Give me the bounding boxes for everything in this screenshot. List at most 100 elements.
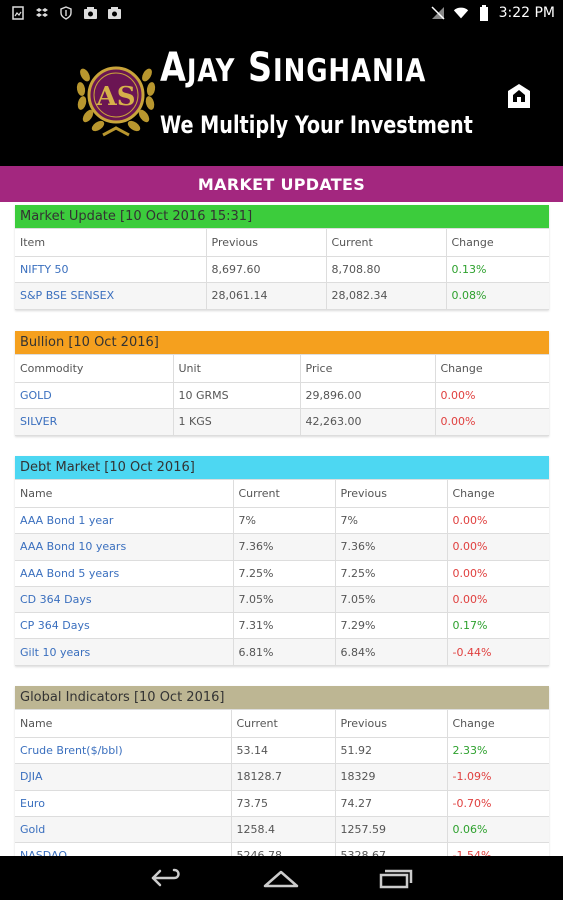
status-bar: 3:22 PM — [0, 0, 563, 25]
previous-value: 7.36% — [335, 533, 448, 561]
commodity-link[interactable]: GOLD — [15, 381, 174, 409]
commodity-link[interactable]: SILVER — [15, 408, 174, 436]
home-nav-button[interactable] — [261, 863, 301, 893]
table-row: NASDAQ 5246.78 5328.67 -1.54% — [15, 842, 549, 856]
table-row: Crude Brent($/bbl) 53.14 51.92 2.33% — [15, 736, 549, 764]
debt-market-section: Debt Market [10 Oct 2016] Name Current P… — [15, 456, 549, 666]
home-icon — [508, 84, 530, 108]
name-link[interactable]: CP 364 Days — [15, 612, 234, 639]
price-value: 42,263.00 — [300, 408, 436, 436]
battery-icon — [476, 4, 492, 21]
change-value: 0.00% — [435, 408, 549, 436]
previous-value: 28,061.14 — [206, 282, 327, 310]
name-link[interactable]: Gold — [15, 815, 232, 843]
recents-icon — [379, 869, 413, 889]
name-link[interactable]: AAA Bond 1 year — [15, 506, 234, 534]
current-value: 6.81% — [233, 638, 336, 666]
logo-monogram: AS — [96, 82, 136, 112]
notification-icons — [0, 5, 122, 21]
name-link[interactable]: AAA Bond 10 years — [15, 533, 234, 561]
change-value: 0.08% — [446, 282, 549, 310]
table-row: Euro 73.75 74.27 -0.70% — [15, 789, 549, 817]
column-header: Change — [435, 354, 549, 383]
column-header: Change — [446, 228, 549, 257]
dropbox-icon — [34, 5, 50, 21]
signal-off-icon — [430, 5, 446, 21]
change-value: -0.44% — [447, 638, 549, 666]
column-header: Commodity — [15, 354, 174, 383]
change-value: 0.00% — [447, 533, 549, 561]
market-content[interactable]: Market Update [10 Oct 2016 15:31] Item P… — [0, 202, 563, 856]
global-indicators-table: Name Current Previous Change Crude Brent… — [15, 709, 549, 856]
column-header: Current — [233, 479, 336, 508]
table-row: S&P BSE SENSEX 28,061.14 28,082.34 0.08% — [15, 282, 549, 310]
section-header: Global Indicators [10 Oct 2016] — [15, 686, 549, 709]
current-value: 28,082.34 — [326, 282, 447, 310]
change-value: -0.70% — [447, 789, 549, 817]
item-link[interactable]: NIFTY 50 — [15, 255, 207, 283]
name-link[interactable]: NASDAQ — [15, 842, 232, 856]
debt-market-table: Name Current Previous Change AAA Bond 1 … — [15, 479, 549, 666]
system-nav-bar — [0, 856, 563, 900]
previous-value: 7.05% — [335, 585, 448, 613]
photo-icon — [106, 5, 122, 21]
table-row: Gilt 10 years 6.81% 6.84% -0.44% — [15, 638, 549, 666]
section-header: Bullion [10 Oct 2016] — [15, 331, 549, 354]
home-button[interactable] — [505, 81, 533, 111]
name-link[interactable]: AAA Bond 5 years — [15, 559, 234, 587]
unit-value: 1 KGS — [173, 408, 301, 436]
current-value: 73.75 — [231, 789, 336, 817]
photo-icon — [82, 5, 98, 21]
current-value: 7.05% — [233, 585, 336, 613]
brand-name: AJAY SINGHANIA — [160, 45, 427, 91]
name-link[interactable]: CD 364 Days — [15, 585, 234, 613]
table-row: AAA Bond 10 years 7.36% 7.36% 0.00% — [15, 533, 549, 561]
current-value: 18128.7 — [231, 763, 336, 791]
change-value: -1.54% — [447, 842, 549, 856]
change-value: 2.33% — [447, 736, 549, 764]
back-button[interactable] — [147, 863, 187, 893]
table-row: DJIA 18128.7 18329 -1.09% — [15, 763, 549, 791]
column-header: Previous — [206, 228, 327, 257]
column-header: Current — [326, 228, 447, 257]
change-value: 0.06% — [447, 815, 549, 843]
previous-value: 18329 — [335, 763, 448, 791]
image-icon — [10, 5, 26, 21]
name-link[interactable]: DJIA — [15, 763, 232, 791]
back-icon — [151, 868, 180, 887]
name-link[interactable]: Gilt 10 years — [15, 638, 234, 666]
previous-value: 7% — [335, 506, 448, 534]
bullion-table: Commodity Unit Price Change GOLD 10 GRMS… — [15, 354, 549, 436]
column-header: Change — [447, 709, 549, 738]
system-icons: 3:22 PM — [430, 4, 563, 21]
table-row: SILVER 1 KGS 42,263.00 0.00% — [15, 408, 549, 436]
current-value: 7.36% — [233, 533, 336, 561]
change-value: 0.13% — [446, 255, 549, 283]
section-header: Debt Market [10 Oct 2016] — [15, 456, 549, 479]
home-icon — [264, 870, 299, 888]
previous-value: 7.29% — [335, 612, 448, 639]
current-value: 5246.78 — [231, 842, 336, 856]
previous-value: 8,697.60 — [206, 255, 327, 283]
brand-tagline: We Multiply Your Investment — [160, 111, 473, 139]
column-header: Name — [15, 709, 232, 738]
table-row: CD 364 Days 7.05% 7.05% 0.00% — [15, 585, 549, 613]
name-link[interactable]: Crude Brent($/bbl) — [15, 736, 232, 764]
item-link[interactable]: S&P BSE SENSEX — [15, 282, 207, 310]
previous-value: 7.25% — [335, 559, 448, 587]
previous-value: 5328.67 — [335, 842, 448, 856]
column-header: Previous — [335, 479, 448, 508]
column-header: Item — [15, 228, 207, 257]
change-value: 0.17% — [447, 612, 549, 639]
column-header: Current — [231, 709, 336, 738]
previous-value: 74.27 — [335, 789, 448, 817]
current-value: 1258.4 — [231, 815, 336, 843]
change-value: 0.00% — [447, 585, 549, 613]
column-header: Name — [15, 479, 234, 508]
page-title-bar: MARKET UPDATES — [0, 166, 563, 202]
recents-button[interactable] — [376, 863, 416, 893]
name-link[interactable]: Euro — [15, 789, 232, 817]
table-row: AAA Bond 1 year 7% 7% 0.00% — [15, 506, 549, 534]
price-value: 29,896.00 — [300, 381, 436, 409]
current-value: 7.31% — [233, 612, 336, 639]
